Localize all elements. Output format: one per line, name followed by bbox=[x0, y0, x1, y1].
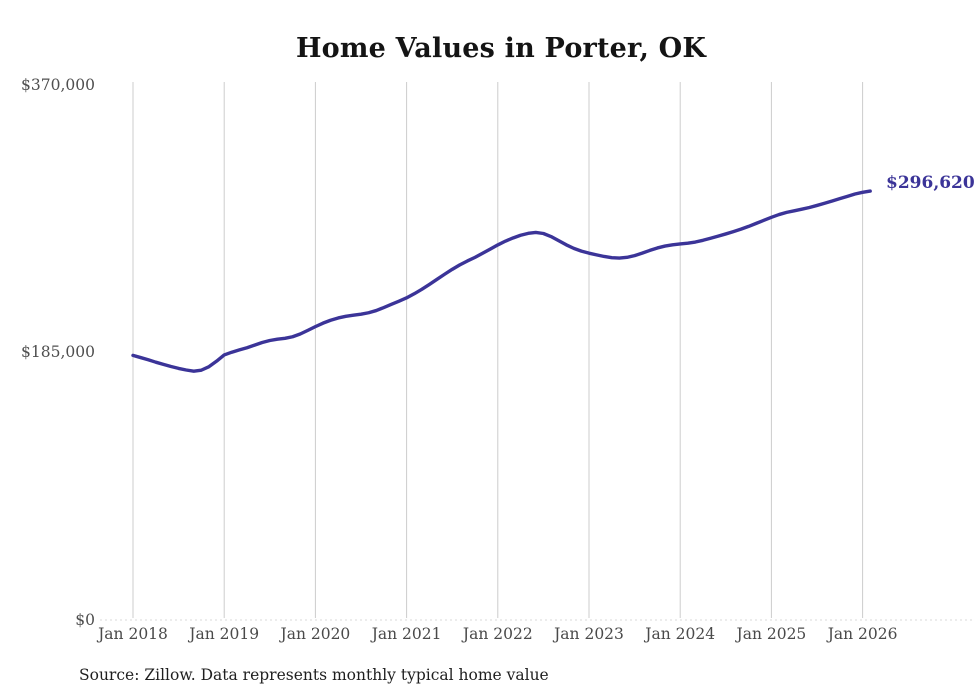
x-axis-tick-jan-2019: Jan 2019 bbox=[189, 625, 260, 643]
y-axis-tick-0: $0 bbox=[75, 611, 95, 629]
x-axis-tick-jan-2018: Jan 2018 bbox=[98, 625, 168, 643]
y-axis-tick-370000: $370,000 bbox=[21, 76, 95, 94]
y-axis-tick-185000: $185,000 bbox=[21, 343, 95, 361]
x-axis-tick-jan-2020: Jan 2020 bbox=[280, 625, 351, 643]
x-axis-tick-jan-2023: Jan 2023 bbox=[554, 625, 624, 643]
x-axis-tick-jan-2026: Jan 2026 bbox=[827, 625, 898, 643]
x-axis-tick-jan-2022: Jan 2022 bbox=[462, 625, 533, 643]
home-value-line bbox=[131, 189, 872, 373]
x-axis-tick-jan-2024: Jan 2024 bbox=[645, 625, 716, 643]
x-axis-tick-jan-2021: Jan 2021 bbox=[371, 625, 442, 643]
current-value-label: $296,620 bbox=[886, 173, 975, 193]
x-axis-tick-jan-2025: Jan 2025 bbox=[736, 625, 807, 643]
chart-title: Home Values in Porter, OK bbox=[295, 33, 707, 64]
source-note: Source: Zillow. Data represents monthly … bbox=[79, 666, 549, 684]
